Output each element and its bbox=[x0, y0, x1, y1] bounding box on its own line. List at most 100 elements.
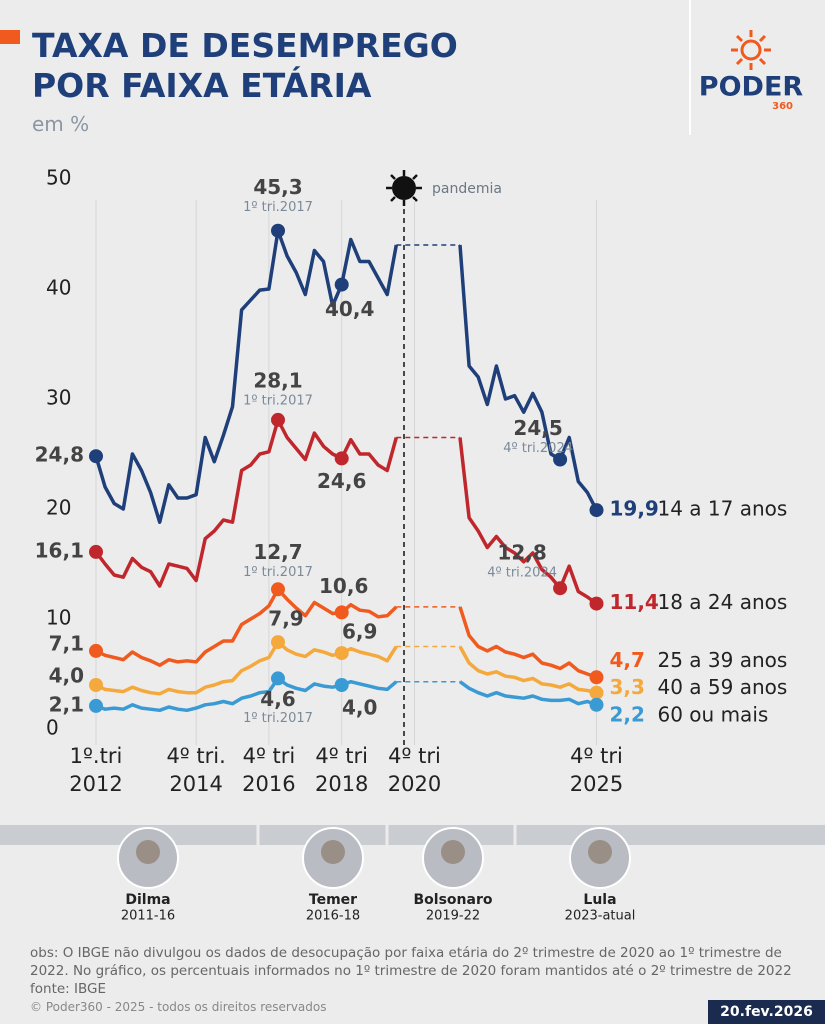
x-tick-label: 4º tri bbox=[243, 744, 296, 768]
x-tick-label: 4º tri bbox=[388, 744, 441, 768]
point-marker bbox=[334, 678, 349, 692]
value-label: 4,0 bbox=[49, 664, 84, 688]
logo-icon bbox=[731, 30, 771, 70]
value-label: 45,3 bbox=[253, 175, 302, 199]
date: 20.fev.2026 bbox=[708, 1000, 825, 1024]
series-line bbox=[94, 228, 599, 524]
end-value-label: 3,3 bbox=[610, 675, 645, 699]
x-tick-label: 2012 bbox=[69, 772, 122, 796]
end-value-label: 2,2 bbox=[610, 702, 645, 726]
president-photo-face bbox=[321, 840, 345, 864]
title: TAXA DE DESEMPREGO POR FAIXA ETÁRIA bbox=[32, 26, 458, 105]
pandemic-label: pandemia bbox=[432, 181, 502, 197]
president-term: 2011-16 bbox=[121, 909, 175, 924]
logo: PODER bbox=[699, 72, 804, 103]
subtitle: em % bbox=[32, 112, 90, 136]
legend-label: 40 a 59 anos bbox=[658, 675, 788, 699]
value-label: 4,6 bbox=[260, 687, 295, 711]
value-label: 10,6 bbox=[319, 574, 368, 598]
value-note: 4º tri.2024 bbox=[487, 566, 557, 581]
president-photo-face bbox=[441, 840, 465, 864]
x-tick-label: 1º.tri bbox=[70, 744, 123, 768]
point-marker bbox=[271, 223, 285, 238]
value-label: 12,7 bbox=[253, 540, 302, 564]
y-tick-label: 10 bbox=[46, 606, 71, 630]
value-label: 7,1 bbox=[49, 631, 84, 655]
point-marker bbox=[589, 596, 604, 611]
point-marker bbox=[89, 678, 103, 692]
president-term: 2023-atual bbox=[565, 909, 636, 924]
point-marker bbox=[334, 451, 349, 466]
value-note: 1º tri.2017 bbox=[243, 711, 313, 726]
series-line bbox=[94, 418, 598, 606]
y-tick-label: 0 bbox=[46, 716, 59, 740]
x-tick-label: 2025 bbox=[570, 772, 623, 796]
value-note: 1º tri.2017 bbox=[243, 565, 313, 580]
president-name: Temer bbox=[309, 892, 357, 908]
value-note: 1º tri.2017 bbox=[243, 393, 313, 408]
x-tick-label: 2020 bbox=[388, 772, 441, 796]
value-label: 24,5 bbox=[513, 416, 562, 440]
point-marker bbox=[271, 582, 285, 597]
point-marker bbox=[334, 605, 349, 620]
point-marker bbox=[553, 452, 568, 467]
x-tick-label: 4º tri bbox=[570, 744, 623, 768]
point-marker bbox=[589, 697, 604, 712]
point-marker bbox=[89, 698, 103, 713]
copyright: © Poder360 - 2025 - todos os direitos re… bbox=[30, 1000, 327, 1014]
point-marker bbox=[89, 643, 103, 658]
value-label: 2,1 bbox=[49, 692, 84, 716]
value-note: 4º tri.2024 bbox=[503, 441, 573, 456]
president-photo-face bbox=[588, 840, 612, 864]
value-note: 1º tri.2017 bbox=[243, 200, 313, 215]
point-marker bbox=[89, 544, 103, 559]
end-value-label: 11,4 bbox=[610, 590, 659, 614]
value-label: 28,1 bbox=[253, 368, 302, 392]
band-separators bbox=[256, 825, 517, 845]
point-marker bbox=[589, 685, 604, 700]
y-tick-label: 30 bbox=[46, 386, 71, 410]
value-label: 24,8 bbox=[35, 443, 84, 467]
value-label: 16,1 bbox=[35, 538, 84, 562]
value-label: 6,9 bbox=[342, 620, 377, 644]
x-tick-label: 2018 bbox=[315, 772, 368, 796]
president-term: 2019-22 bbox=[426, 909, 480, 924]
x-tick-label: 2014 bbox=[169, 772, 222, 796]
value-label: 4,0 bbox=[342, 696, 377, 720]
value-label: 7,9 bbox=[268, 607, 303, 631]
end-value-label: 4,7 bbox=[610, 648, 645, 672]
point-marker bbox=[553, 581, 568, 596]
source: fonte: IBGE bbox=[30, 981, 107, 997]
logo-sub: 360 bbox=[772, 101, 793, 112]
point-marker bbox=[589, 670, 604, 685]
point-marker bbox=[334, 646, 349, 661]
legend-label: 14 a 17 anos bbox=[658, 497, 788, 521]
point-marker bbox=[89, 449, 103, 464]
value-label: 40,4 bbox=[325, 297, 374, 321]
point-marker bbox=[271, 635, 285, 650]
legend-label: 25 a 39 anos bbox=[658, 648, 788, 672]
president-term: 2016-18 bbox=[306, 909, 360, 924]
footnote: obs: O IBGE não divulgou os dados de des… bbox=[30, 944, 820, 998]
legend-label: 18 a 24 anos bbox=[658, 590, 788, 614]
end-value-label: 19,9 bbox=[610, 497, 659, 521]
x-tick-label: 4º tri bbox=[315, 744, 368, 768]
president-photo-face bbox=[136, 840, 160, 864]
obs: obs: O IBGE não divulgou os dados de des… bbox=[30, 945, 792, 979]
value-label: 24,6 bbox=[317, 469, 366, 493]
point-marker bbox=[334, 277, 349, 292]
y-tick-label: 50 bbox=[46, 166, 71, 190]
legend-label: 60 ou mais bbox=[658, 702, 769, 726]
accent bbox=[0, 30, 20, 44]
president-name: Dilma bbox=[125, 892, 170, 908]
x-tick-label: 4º tri. bbox=[166, 744, 225, 768]
y-tick-label: 20 bbox=[46, 496, 71, 520]
president-name: Lula bbox=[583, 892, 616, 908]
virus-icon bbox=[386, 170, 422, 206]
x-tick-label: 2016 bbox=[242, 772, 295, 796]
president-name: Bolsonaro bbox=[414, 892, 493, 908]
point-marker bbox=[589, 503, 604, 518]
point-marker bbox=[271, 671, 285, 686]
